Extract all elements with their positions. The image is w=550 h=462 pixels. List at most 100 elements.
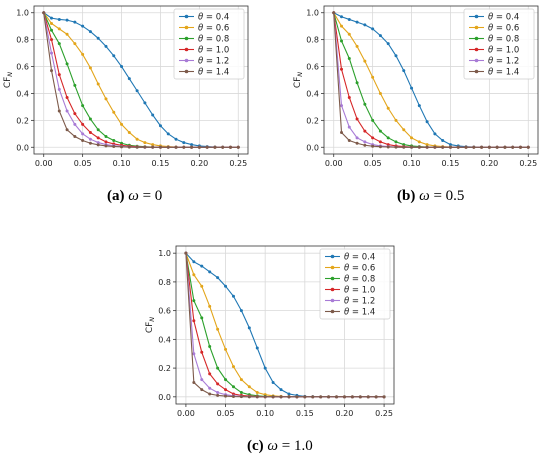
chart-a-legend-label: θ = 0.8: [198, 35, 229, 45]
chart-b-data-point: [363, 23, 367, 27]
chart-b-xlabel: α: [428, 171, 434, 172]
chart-c-legend-swatch-marker: [330, 309, 335, 314]
chart-b-data-point: [355, 117, 359, 121]
chart-b-data-point: [347, 95, 351, 99]
chart-c-data-point: [208, 372, 212, 376]
chart-b-data-point: [526, 145, 530, 149]
chart-a-legend-swatch-marker: [184, 69, 189, 74]
chart-c-data-point: [335, 395, 339, 399]
chart-a-data-point: [158, 124, 162, 128]
chart-a-data-point: [73, 112, 77, 116]
chart-b-data-point: [410, 145, 414, 149]
chart-b-xtick-label: 0.10: [403, 159, 421, 168]
chart-a-data-point: [65, 18, 69, 22]
chart-a-data-point: [151, 113, 155, 117]
chart-a-data-point: [120, 65, 124, 69]
chart-a-legend-swatch-marker: [184, 58, 189, 63]
chart-c-data-point: [216, 391, 220, 395]
chart-c-ytick-label: 0.8: [158, 278, 171, 287]
chart-a-legend-swatch-marker: [184, 47, 189, 52]
chart-c-data-point: [231, 294, 235, 298]
chart-a-xtick-label: 0.20: [190, 159, 208, 168]
chart-c-data-point: [200, 316, 204, 320]
chart-a-data-point: [96, 136, 100, 140]
chart-a-data-point: [174, 137, 178, 141]
chart-c-data-point: [208, 345, 212, 349]
chart-c-legend-box: [319, 248, 391, 320]
chart-a-data-point: [197, 145, 201, 149]
chart-c-data-point: [279, 388, 283, 392]
chart-c-data-point: [192, 299, 196, 303]
chart-a-data-point: [221, 145, 225, 149]
chart-a-series-5: [42, 11, 240, 149]
chart-c-data-point: [200, 264, 204, 268]
chart-b-ytick-label: 1.0: [306, 9, 319, 18]
chart-b-data-point: [347, 139, 351, 143]
chart-a-data-point: [120, 145, 124, 149]
chart-b-data-point: [340, 39, 344, 43]
chart-b-ytick-label: 0.0: [306, 143, 319, 152]
chart-b-data-point: [417, 140, 421, 144]
chart-b-data-point: [355, 44, 359, 48]
chart-b-data-point: [347, 32, 351, 36]
chart-c: 0.00 0.05 0.10 0.15 0.20 0.25 0.0 0.2 0.4 0.6 0.8 1…: [145, 245, 395, 431]
chart-a-data-point: [73, 20, 77, 24]
chart-b-data-point: [511, 145, 515, 149]
chart-a-data-point: [104, 135, 108, 139]
chart-b-legend-swatch-marker: [474, 58, 479, 63]
chart-b-data-point: [503, 145, 507, 149]
chart-a-data-point: [104, 140, 108, 144]
chart-b-ytick-label: 0.6: [306, 63, 319, 72]
chart-a-data-point: [65, 32, 69, 36]
chart-c-data-point: [287, 392, 291, 396]
chart-a-data-point: [96, 36, 100, 40]
chart-c-data-point: [247, 385, 251, 389]
chart-b-data-point: [355, 20, 359, 24]
chart-b-data-point: [456, 145, 460, 149]
chart-c-data-point: [263, 366, 267, 370]
chart-a-legend-swatch-marker: [184, 14, 189, 19]
chart-b-data-point: [355, 136, 359, 140]
chart-b-legend-box: [463, 8, 535, 80]
caption-b-value: = 0.5: [433, 188, 465, 204]
chart-a-data-point: [135, 89, 139, 93]
chart-c-ytick-label: 0.6: [158, 307, 171, 316]
chart-b-data-point: [394, 118, 398, 122]
chart-c-ytick-label: 0.4: [158, 335, 171, 344]
chart-c-data-point: [263, 395, 267, 399]
chart-c-data-point: [192, 260, 196, 264]
chart-b-data-point: [410, 136, 414, 140]
chart-a-data-point: [104, 144, 108, 148]
chart-a-data-point: [182, 141, 186, 145]
chart-c-data-point: [224, 347, 228, 351]
chart-b-data-point: [355, 141, 359, 145]
chart-c-data-point: [319, 395, 323, 399]
chart-c-data-point: [208, 270, 212, 274]
chart-b-legend-swatch-marker: [474, 14, 479, 19]
chart-a-data-point: [57, 109, 61, 113]
chart-a-data-point: [96, 143, 100, 147]
chart-a-data-point: [81, 52, 85, 56]
chart-c-data-point: [216, 276, 220, 280]
chart-a-data-point: [73, 122, 77, 126]
chart-a-data-point: [143, 141, 147, 145]
chart-c-data-point: [303, 395, 307, 399]
chart-c-data-point: [311, 395, 315, 399]
chart-c-xtick-label: 0.20: [336, 409, 354, 418]
chart-c-legend-label: θ = 0.4: [344, 253, 375, 263]
chart-b-data-point: [433, 132, 437, 136]
chart-a-data-point: [50, 21, 54, 25]
caption-a-value: = 0: [142, 188, 163, 204]
chart-b: 0.00 0.05 0.10 0.15 0.20 0.25 0.0 0.2 0.4 0.6 0.8 1…: [293, 5, 539, 181]
chart-a-data-point: [65, 62, 69, 66]
chart-c-xtick-label: 0.25: [375, 409, 393, 418]
chart-c-legend-label: θ = 1.4: [344, 308, 375, 318]
chart-b-data-point: [355, 81, 359, 85]
chart-a-legend-label: θ = 1.4: [198, 68, 229, 78]
chart-b-ytick-label: 0.4: [306, 89, 319, 98]
chart-c-data-point: [358, 395, 362, 399]
chart-a-data-point: [73, 42, 77, 46]
chart-b-data-point: [340, 104, 344, 108]
chart-b-data-point: [394, 54, 398, 58]
chart-b-data-point: [363, 140, 367, 144]
